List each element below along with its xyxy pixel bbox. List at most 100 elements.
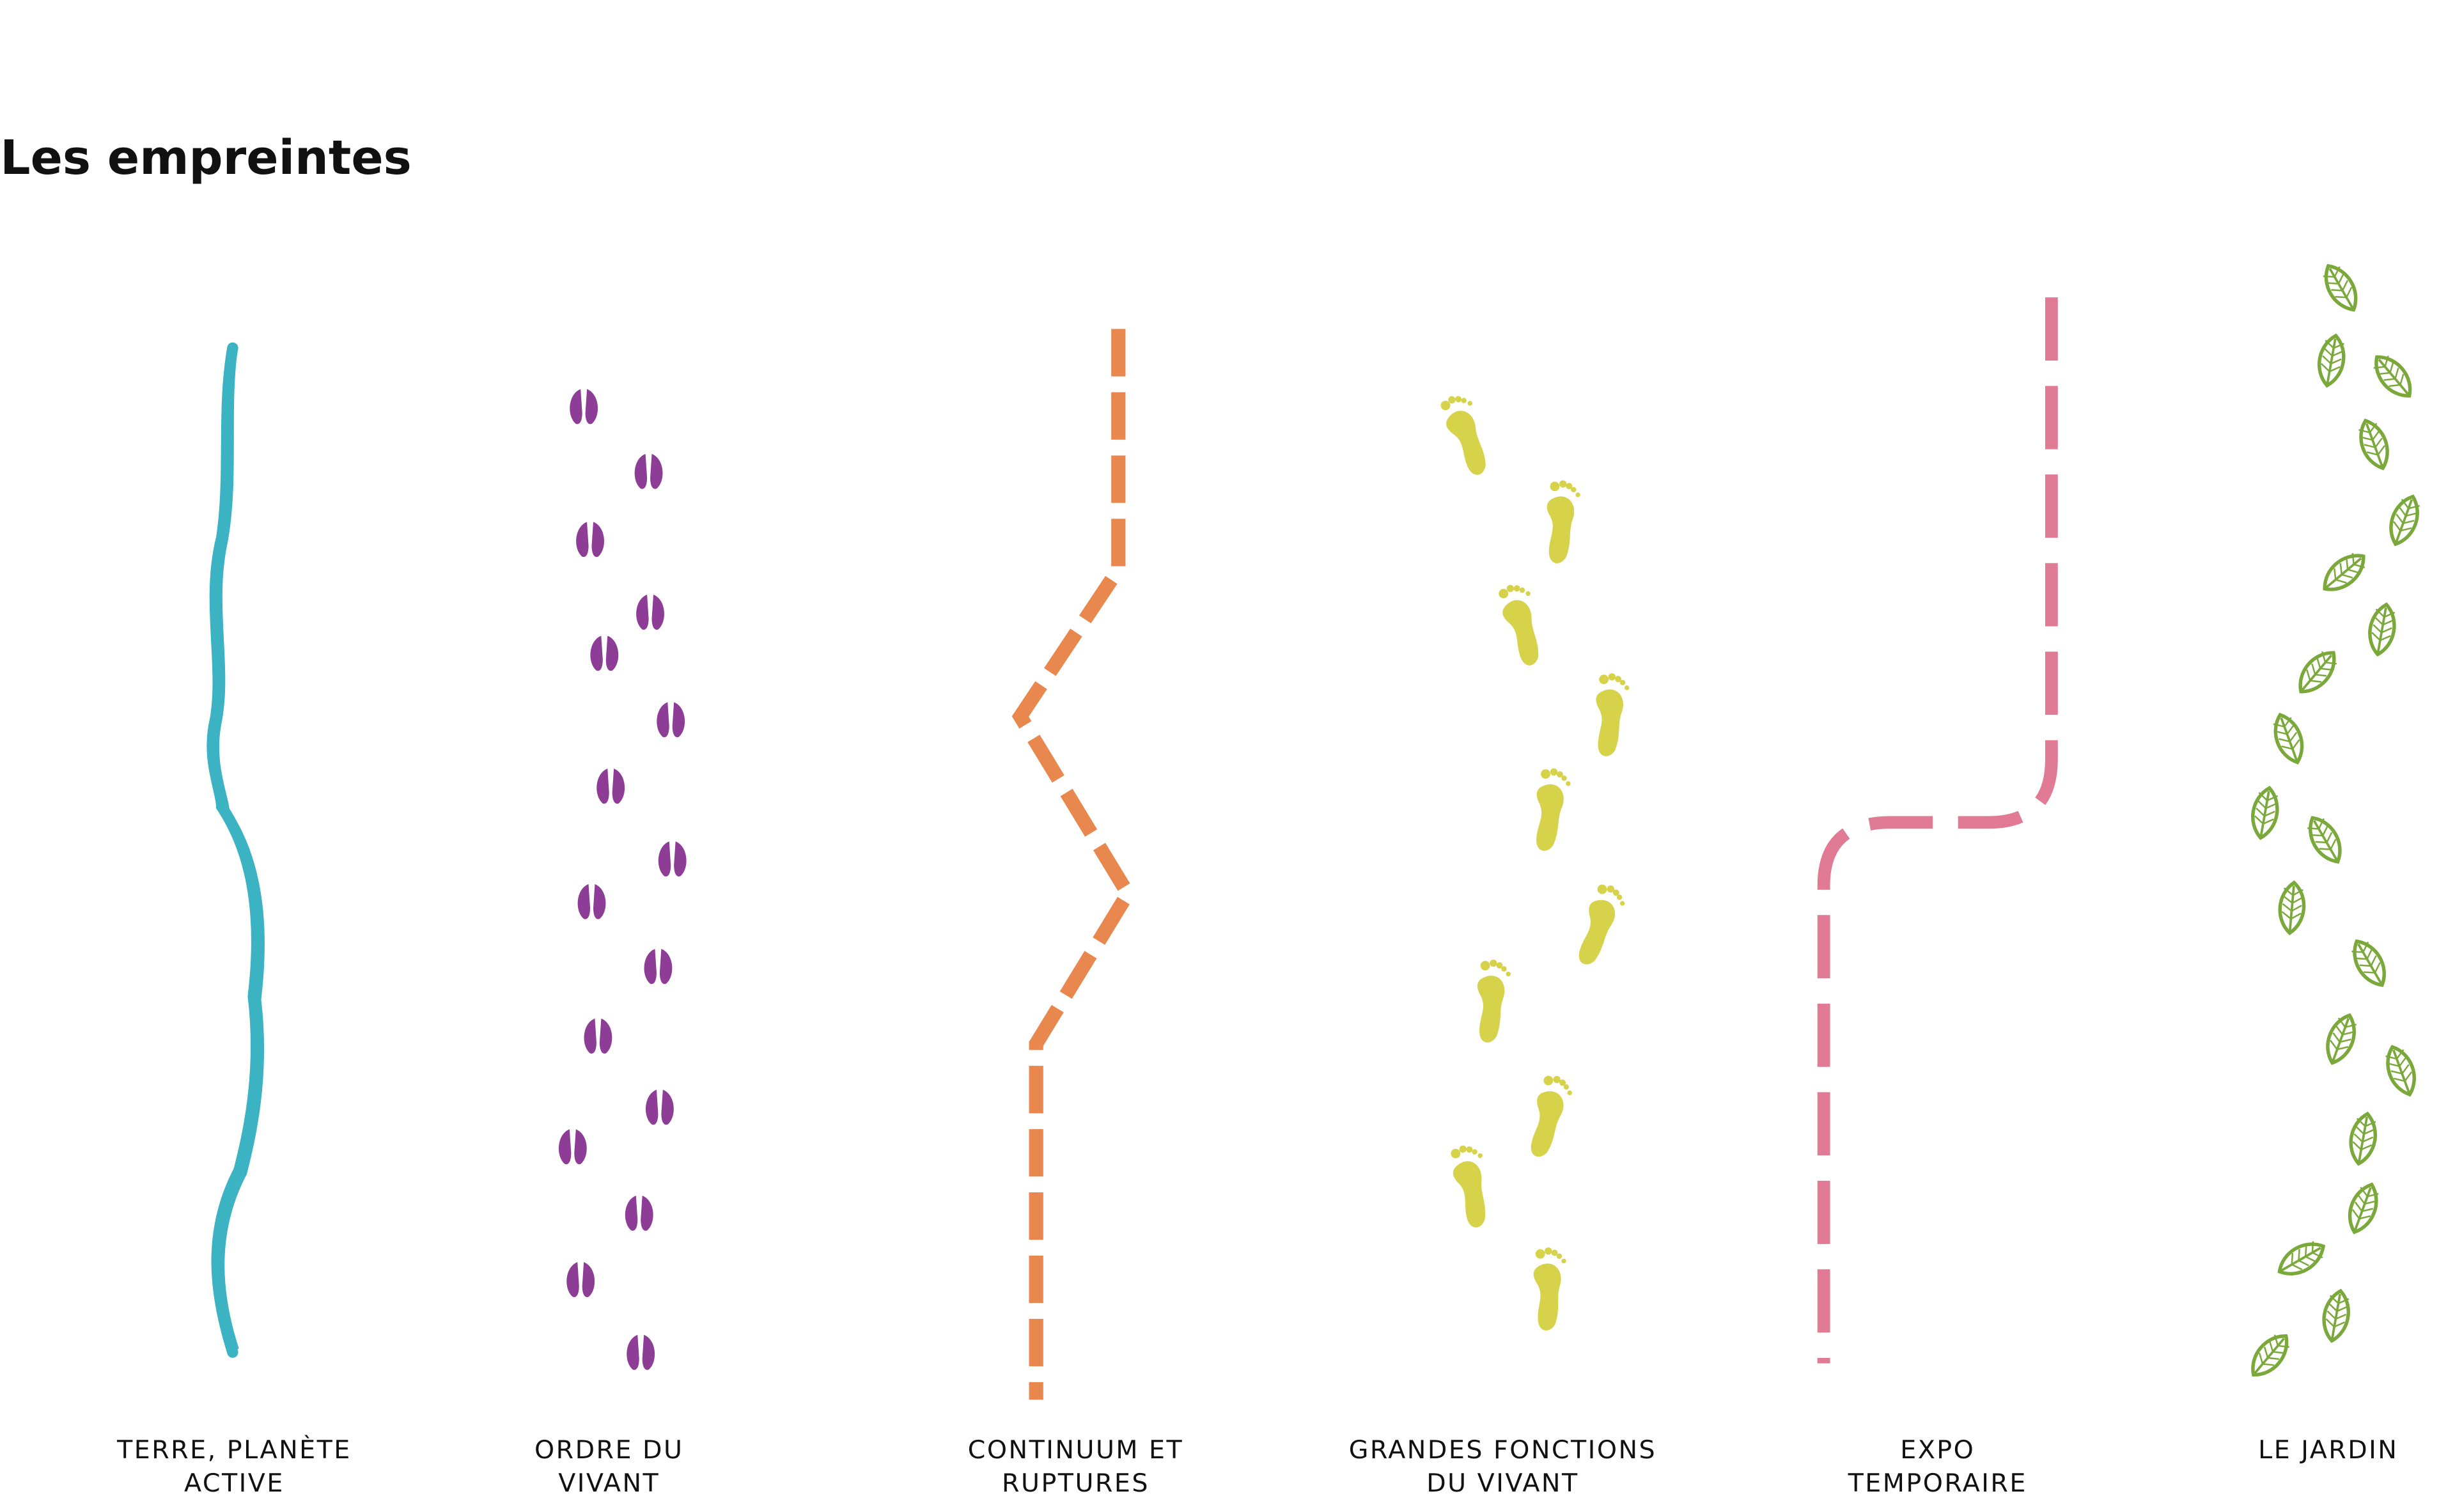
leaf-vein: [2392, 1049, 2411, 1095]
leaf-vein: [2330, 1293, 2342, 1341]
leaf-vein: [2388, 1063, 2400, 1068]
leaf-vein: [2288, 885, 2295, 933]
leaf-vein: [2362, 941, 2369, 953]
foot-toe: [1506, 584, 1515, 593]
foot-toe: [1451, 1148, 1461, 1158]
foot-sole: [1502, 600, 1539, 666]
foot-toe: [1561, 775, 1567, 781]
foot-sole: [1547, 496, 1575, 563]
leaf-vein: [2366, 451, 2378, 456]
labels: TERRE, PLANÈTE ACTIVE ORDRE DU VIVANT CONTIN…: [116, 1435, 2398, 1498]
leaf-vein: [2311, 663, 2316, 675]
foot-toe: [1556, 1253, 1563, 1259]
leaf: [2251, 1334, 2289, 1377]
hoof-half: [645, 1089, 659, 1125]
leaf-vein: [2325, 661, 2337, 665]
leaf: [2323, 263, 2358, 312]
leaf-vein: [2283, 887, 2294, 896]
leaf-vein: [2263, 818, 2274, 825]
foot-toe: [1545, 1247, 1552, 1255]
leaf-vein: [2357, 1116, 2369, 1164]
footprint: [1533, 1247, 1566, 1330]
leaf-vein: [2335, 1025, 2344, 1036]
leaf-vein: [2405, 512, 2417, 517]
leaf: [2318, 333, 2346, 388]
leaf-vein: [2291, 905, 2302, 912]
footprint: [1499, 584, 1539, 666]
leaf-vein: [2385, 1055, 2397, 1060]
foot-toe: [1466, 1146, 1473, 1153]
yellow-footprints: [1440, 396, 1630, 1330]
leaf-vein: [2390, 1070, 2403, 1075]
hoof-half: [641, 1196, 653, 1231]
leaf: [2389, 494, 2420, 547]
foot-toe: [1559, 1079, 1566, 1086]
hoof-half: [625, 1196, 638, 1231]
leaf-vein: [2336, 1305, 2348, 1313]
foot-toe: [1535, 1249, 1545, 1259]
leaf-vein: [2320, 667, 2332, 671]
leaf-vein: [2364, 1200, 2376, 1205]
leaf-vein: [2359, 964, 2371, 967]
leaf-vein: [2280, 717, 2299, 763]
hoof-print: [645, 1089, 674, 1125]
leaf-vein: [2346, 286, 2353, 298]
foot-toe: [1467, 401, 1472, 406]
hoof-print: [636, 595, 664, 630]
leaf-vein: [2365, 423, 2384, 469]
hoof-half: [566, 1262, 579, 1297]
hoof-half: [657, 702, 669, 738]
leaf-vein: [2361, 436, 2373, 441]
hoof-half: [627, 1334, 639, 1370]
hoof-print: [627, 1334, 655, 1370]
leaf-vein: [2291, 1263, 2303, 1270]
leaf-vein: [2322, 825, 2329, 836]
foot-toe: [1556, 771, 1563, 778]
leaf-vein: [2342, 1031, 2354, 1036]
leaf-vein: [2403, 520, 2415, 524]
hoof-half: [574, 1129, 587, 1165]
leaf: [2323, 552, 2365, 591]
leaf-vein: [2394, 499, 2413, 545]
leaf-vein: [2315, 673, 2327, 677]
leaf-vein: [2266, 795, 2279, 802]
foot-toe: [1612, 889, 1619, 896]
leaf-vein: [2389, 361, 2394, 373]
pink-dashed-line: [1817, 297, 2058, 1364]
foot-toe: [1616, 894, 1623, 900]
leaf-vein: [2399, 1056, 2407, 1067]
leaf-vein: [2326, 338, 2337, 386]
leaf-vein: [2401, 1064, 2410, 1075]
leaf-vein: [2339, 1038, 2351, 1043]
foot-toe: [1608, 673, 1616, 681]
leaf-vein: [2284, 717, 2292, 728]
leaf-vein: [2320, 362, 2330, 372]
hoof-half: [584, 1018, 596, 1054]
leaf-vein: [2360, 1144, 2373, 1151]
leaf-vein: [2359, 1215, 2371, 1220]
leaf: [2368, 602, 2396, 657]
foot-toe: [1525, 591, 1531, 596]
hoof-print: [596, 768, 625, 804]
leaf-vein: [2375, 608, 2385, 618]
leaf-vein: [2401, 499, 2410, 510]
leaf-vein: [2330, 358, 2342, 365]
foot-toe: [1599, 674, 1609, 685]
footprint: [1531, 1075, 1572, 1157]
leaf-vein: [2337, 1017, 2346, 1028]
leaf-vein: [2279, 738, 2290, 743]
leaf-vein: [2268, 1340, 2274, 1352]
foot-toe: [1566, 781, 1571, 786]
leaf-vein: [2367, 1192, 2379, 1197]
teal-line: [207, 342, 263, 1358]
column-label: LE JARDIN: [2258, 1435, 2398, 1465]
leaf-vein: [2262, 1363, 2275, 1366]
leaf-vein: [2374, 962, 2381, 974]
foot-sole: [1536, 784, 1564, 851]
leaf-vein: [2310, 680, 2322, 683]
hoof-half: [599, 1018, 612, 1054]
hoof-print: [658, 841, 687, 877]
leaf-vein: [2393, 521, 2401, 531]
leaf-vein: [2404, 1071, 2413, 1082]
